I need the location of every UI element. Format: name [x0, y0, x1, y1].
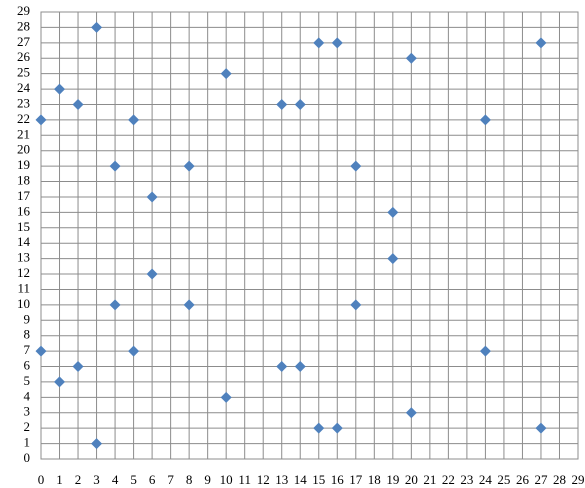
x-tick-label: 6: [149, 472, 156, 487]
y-tick-label: 20: [17, 142, 30, 157]
point: [331, 37, 343, 49]
x-tick-label: 1: [56, 472, 63, 487]
y-tick-label: 5: [24, 373, 31, 388]
x-tick-label: 29: [572, 472, 585, 487]
y-tick-label: 26: [17, 49, 31, 64]
x-tick-label: 28: [553, 472, 566, 487]
y-tick-label: 0: [24, 450, 31, 465]
x-tick-label: 2: [75, 472, 82, 487]
y-tick-label: 11: [17, 280, 30, 295]
y-tick-label: 7: [24, 342, 31, 357]
point: [91, 438, 103, 450]
y-tick-label: 8: [24, 327, 31, 342]
y-tick-label: 3: [24, 404, 31, 419]
y-tick-label: 13: [17, 250, 30, 265]
point: [331, 422, 343, 434]
x-tick-label: 4: [112, 472, 119, 487]
point: [220, 391, 232, 403]
point: [54, 376, 66, 388]
x-tick-label: 27: [534, 472, 548, 487]
x-tick-label: 5: [130, 472, 137, 487]
point: [350, 299, 362, 311]
point: [72, 98, 84, 110]
point: [294, 361, 306, 373]
x-tick-label: 19: [386, 472, 399, 487]
y-tick-label: 14: [17, 234, 31, 249]
point: [54, 83, 66, 95]
y-tick-label: 19: [17, 157, 30, 172]
point: [535, 37, 547, 49]
point: [35, 114, 47, 126]
plot-border: [40, 11, 579, 460]
x-tick-label: 11: [238, 472, 251, 487]
point: [35, 345, 47, 357]
point: [183, 299, 195, 311]
x-tick-label: 13: [275, 472, 288, 487]
point: [350, 160, 362, 172]
point: [276, 98, 288, 110]
y-tick-label: 23: [17, 95, 30, 110]
y-tick-label: 22: [17, 111, 30, 126]
y-tick-label: 9: [24, 311, 31, 326]
point: [72, 361, 84, 373]
y-tick-label: 18: [17, 173, 30, 188]
y-tick-label: 16: [17, 203, 31, 218]
point: [146, 191, 158, 203]
x-tick-label: 18: [368, 472, 381, 487]
point: [535, 422, 547, 434]
point: [387, 253, 399, 265]
x-tick-label: 16: [331, 472, 345, 487]
y-tick-label: 27: [17, 34, 31, 49]
y-tick-label: 29: [17, 3, 30, 18]
y-tick-label: 12: [17, 265, 30, 280]
point: [313, 37, 325, 49]
point: [479, 114, 491, 126]
y-tick-label: 17: [17, 188, 31, 203]
point: [128, 345, 140, 357]
point: [128, 114, 140, 126]
y-tick-label: 24: [17, 80, 31, 95]
point: [405, 52, 417, 64]
y-tick-label: 21: [17, 126, 30, 141]
point: [146, 268, 158, 280]
x-tick-label: 17: [349, 472, 363, 487]
point: [220, 68, 232, 80]
x-tick-label: 22: [442, 472, 455, 487]
x-tick-label: 21: [423, 472, 436, 487]
x-tick-label: 14: [294, 472, 308, 487]
x-tick-label: 15: [312, 472, 325, 487]
point: [276, 361, 288, 373]
x-tick-label: 12: [257, 472, 270, 487]
x-tick-label: 24: [479, 472, 493, 487]
y-tick-label: 25: [17, 65, 30, 80]
x-tick-label: 0: [38, 472, 45, 487]
point: [109, 160, 121, 172]
point: [183, 160, 195, 172]
point: [387, 206, 399, 218]
point: [109, 299, 121, 311]
y-tick-label: 28: [17, 18, 30, 33]
x-tick-label: 26: [516, 472, 530, 487]
x-tick-label: 25: [497, 472, 510, 487]
y-tick-label: 2: [24, 419, 31, 434]
x-tick-label: 23: [460, 472, 473, 487]
point: [313, 422, 325, 434]
x-tick-label: 8: [186, 472, 193, 487]
x-tick-label: 20: [405, 472, 418, 487]
point: [405, 407, 417, 419]
y-tick-label: 10: [17, 296, 30, 311]
y-tick-label: 1: [24, 435, 31, 450]
point: [479, 345, 491, 357]
point: [91, 21, 103, 33]
x-tick-label: 9: [204, 472, 211, 487]
point: [294, 98, 306, 110]
y-tick-label: 6: [24, 358, 31, 373]
y-tick-label: 15: [17, 219, 30, 234]
x-tick-label: 7: [167, 472, 174, 487]
x-tick-label: 10: [220, 472, 233, 487]
x-tick-label: 3: [93, 472, 100, 487]
y-tick-label: 4: [24, 388, 31, 403]
